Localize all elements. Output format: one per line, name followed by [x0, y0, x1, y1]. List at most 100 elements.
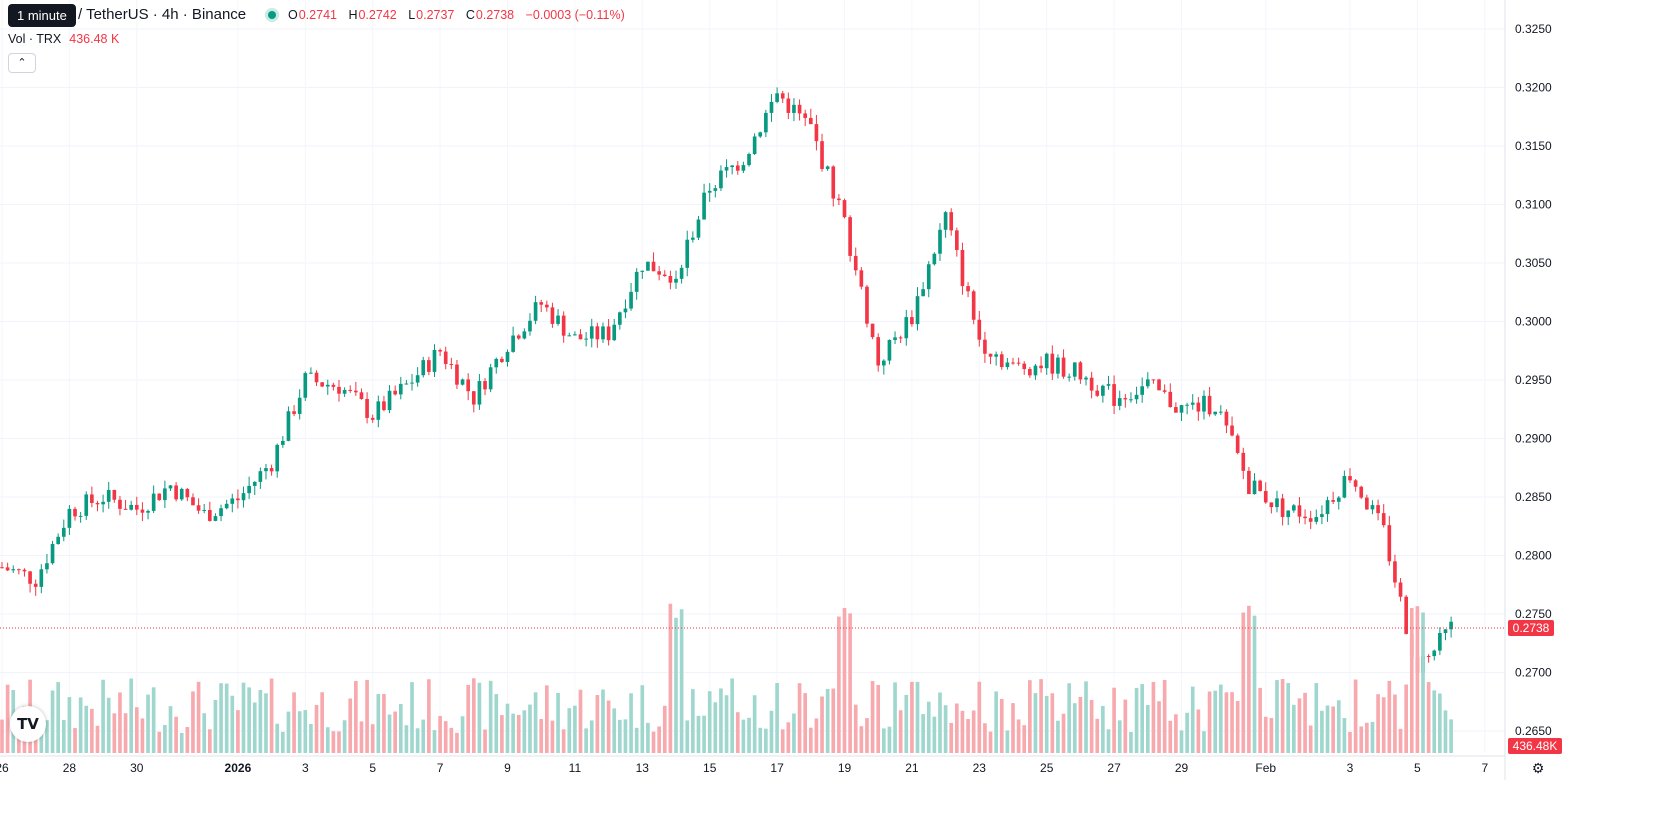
volume-bar: [146, 694, 150, 753]
candle-up: [460, 379, 465, 385]
candle-up: [758, 132, 763, 137]
candle-up: [494, 358, 499, 368]
volume-bar: [1263, 716, 1268, 753]
candle-up: [1033, 365, 1038, 376]
candle-down: [1269, 502, 1274, 508]
x-tick-label: 25: [1040, 761, 1054, 775]
candle-down: [848, 217, 852, 256]
volume-bar: [679, 609, 684, 753]
candle-down: [814, 124, 819, 142]
market-status-icon[interactable]: [268, 11, 276, 19]
x-tick-label: 5: [1414, 761, 1421, 775]
volume-bar: [926, 701, 931, 753]
candle-up: [286, 411, 291, 441]
symbol-title[interactable]: / TetherUS · 4h · Binance: [78, 6, 247, 23]
volume-value: 436.48 K: [69, 32, 120, 46]
candle-up: [168, 485, 173, 489]
candle-up: [1117, 398, 1122, 406]
volume-bar: [977, 681, 982, 753]
volume-bar: [387, 714, 392, 753]
candle-up: [376, 401, 381, 420]
volume-bar: [163, 724, 167, 753]
candle-down: [876, 337, 881, 366]
volume-bar: [1145, 704, 1150, 753]
volume-bar: [471, 678, 476, 753]
volume-bar: [1297, 698, 1302, 753]
volume-bar: [275, 723, 280, 753]
candle-down: [1235, 435, 1240, 453]
candle-up: [1179, 405, 1184, 413]
volume-bar: [151, 687, 156, 753]
volume-bar: [1376, 694, 1380, 753]
candle-up: [674, 278, 678, 283]
volume-bar: [157, 731, 162, 753]
candle-up: [1005, 362, 1010, 368]
volume-bar: [73, 728, 77, 753]
volume-bar: [803, 693, 808, 753]
gear-icon[interactable]: ⚙: [1531, 760, 1545, 776]
volume-bar: [84, 705, 89, 753]
volume-bar: [1426, 682, 1431, 753]
candle-up: [904, 317, 909, 339]
y-tick-label: 0.3200: [1515, 81, 1552, 95]
candle-down: [157, 493, 162, 501]
volume-bar: [707, 691, 712, 753]
candle-up: [1320, 514, 1324, 518]
tradingview-logo[interactable]: TV: [10, 706, 46, 742]
candle-up: [56, 536, 60, 544]
volume-legend[interactable]: Vol · TRX 436.48 K: [8, 32, 119, 46]
volume-bar: [578, 689, 583, 753]
candle-down: [780, 93, 785, 99]
volume-bar: [1061, 713, 1066, 753]
volume-bar: [191, 691, 195, 753]
volume-bar: [898, 710, 903, 753]
volume-bar: [544, 685, 549, 753]
candle-up: [612, 324, 617, 341]
candle-down: [955, 230, 959, 250]
candle-up: [1342, 476, 1347, 498]
candle-down: [185, 488, 190, 498]
collapse-legend-button[interactable]: ⌃: [8, 53, 36, 73]
volume-bar: [466, 684, 471, 753]
volume-bar: [662, 705, 667, 753]
candle-up: [601, 326, 605, 340]
candle-down: [949, 212, 954, 231]
candle-down: [207, 509, 212, 521]
volume-bar: [865, 718, 869, 753]
candle-up: [342, 389, 347, 394]
candle-down: [1398, 582, 1403, 597]
volume-bar: [269, 678, 274, 753]
y-tick-label: 0.3100: [1515, 198, 1552, 212]
candle-up: [309, 372, 313, 374]
volume-bar: [213, 699, 218, 753]
candle-down: [1151, 379, 1156, 381]
candle-up: [1336, 497, 1341, 502]
volume-bar: [1089, 699, 1094, 753]
candle-up: [730, 165, 734, 168]
volume-bar: [831, 688, 836, 753]
candle-down: [808, 117, 813, 125]
volume-bar: [606, 700, 611, 753]
candle-down: [859, 270, 864, 287]
candle-up: [11, 569, 16, 571]
candle-down: [196, 505, 201, 511]
volume-bar: [988, 731, 993, 753]
candle-up: [1314, 517, 1319, 522]
candle-down: [438, 349, 442, 352]
volume-bar: [1331, 706, 1335, 753]
volume-bar: [505, 703, 510, 753]
candle-down: [236, 498, 240, 501]
candle-up: [39, 569, 44, 587]
candle-down: [320, 382, 324, 387]
candle-up: [1449, 621, 1453, 630]
candle-down: [1022, 363, 1027, 370]
volume-bar: [910, 681, 914, 753]
candle-up: [404, 383, 409, 385]
volume-bar: [1241, 612, 1246, 753]
volume-bar: [331, 731, 336, 753]
volume-bar: [820, 696, 824, 753]
volume-bar: [567, 708, 572, 753]
volume-bar: [1179, 730, 1184, 753]
volume-bar: [1230, 692, 1234, 753]
